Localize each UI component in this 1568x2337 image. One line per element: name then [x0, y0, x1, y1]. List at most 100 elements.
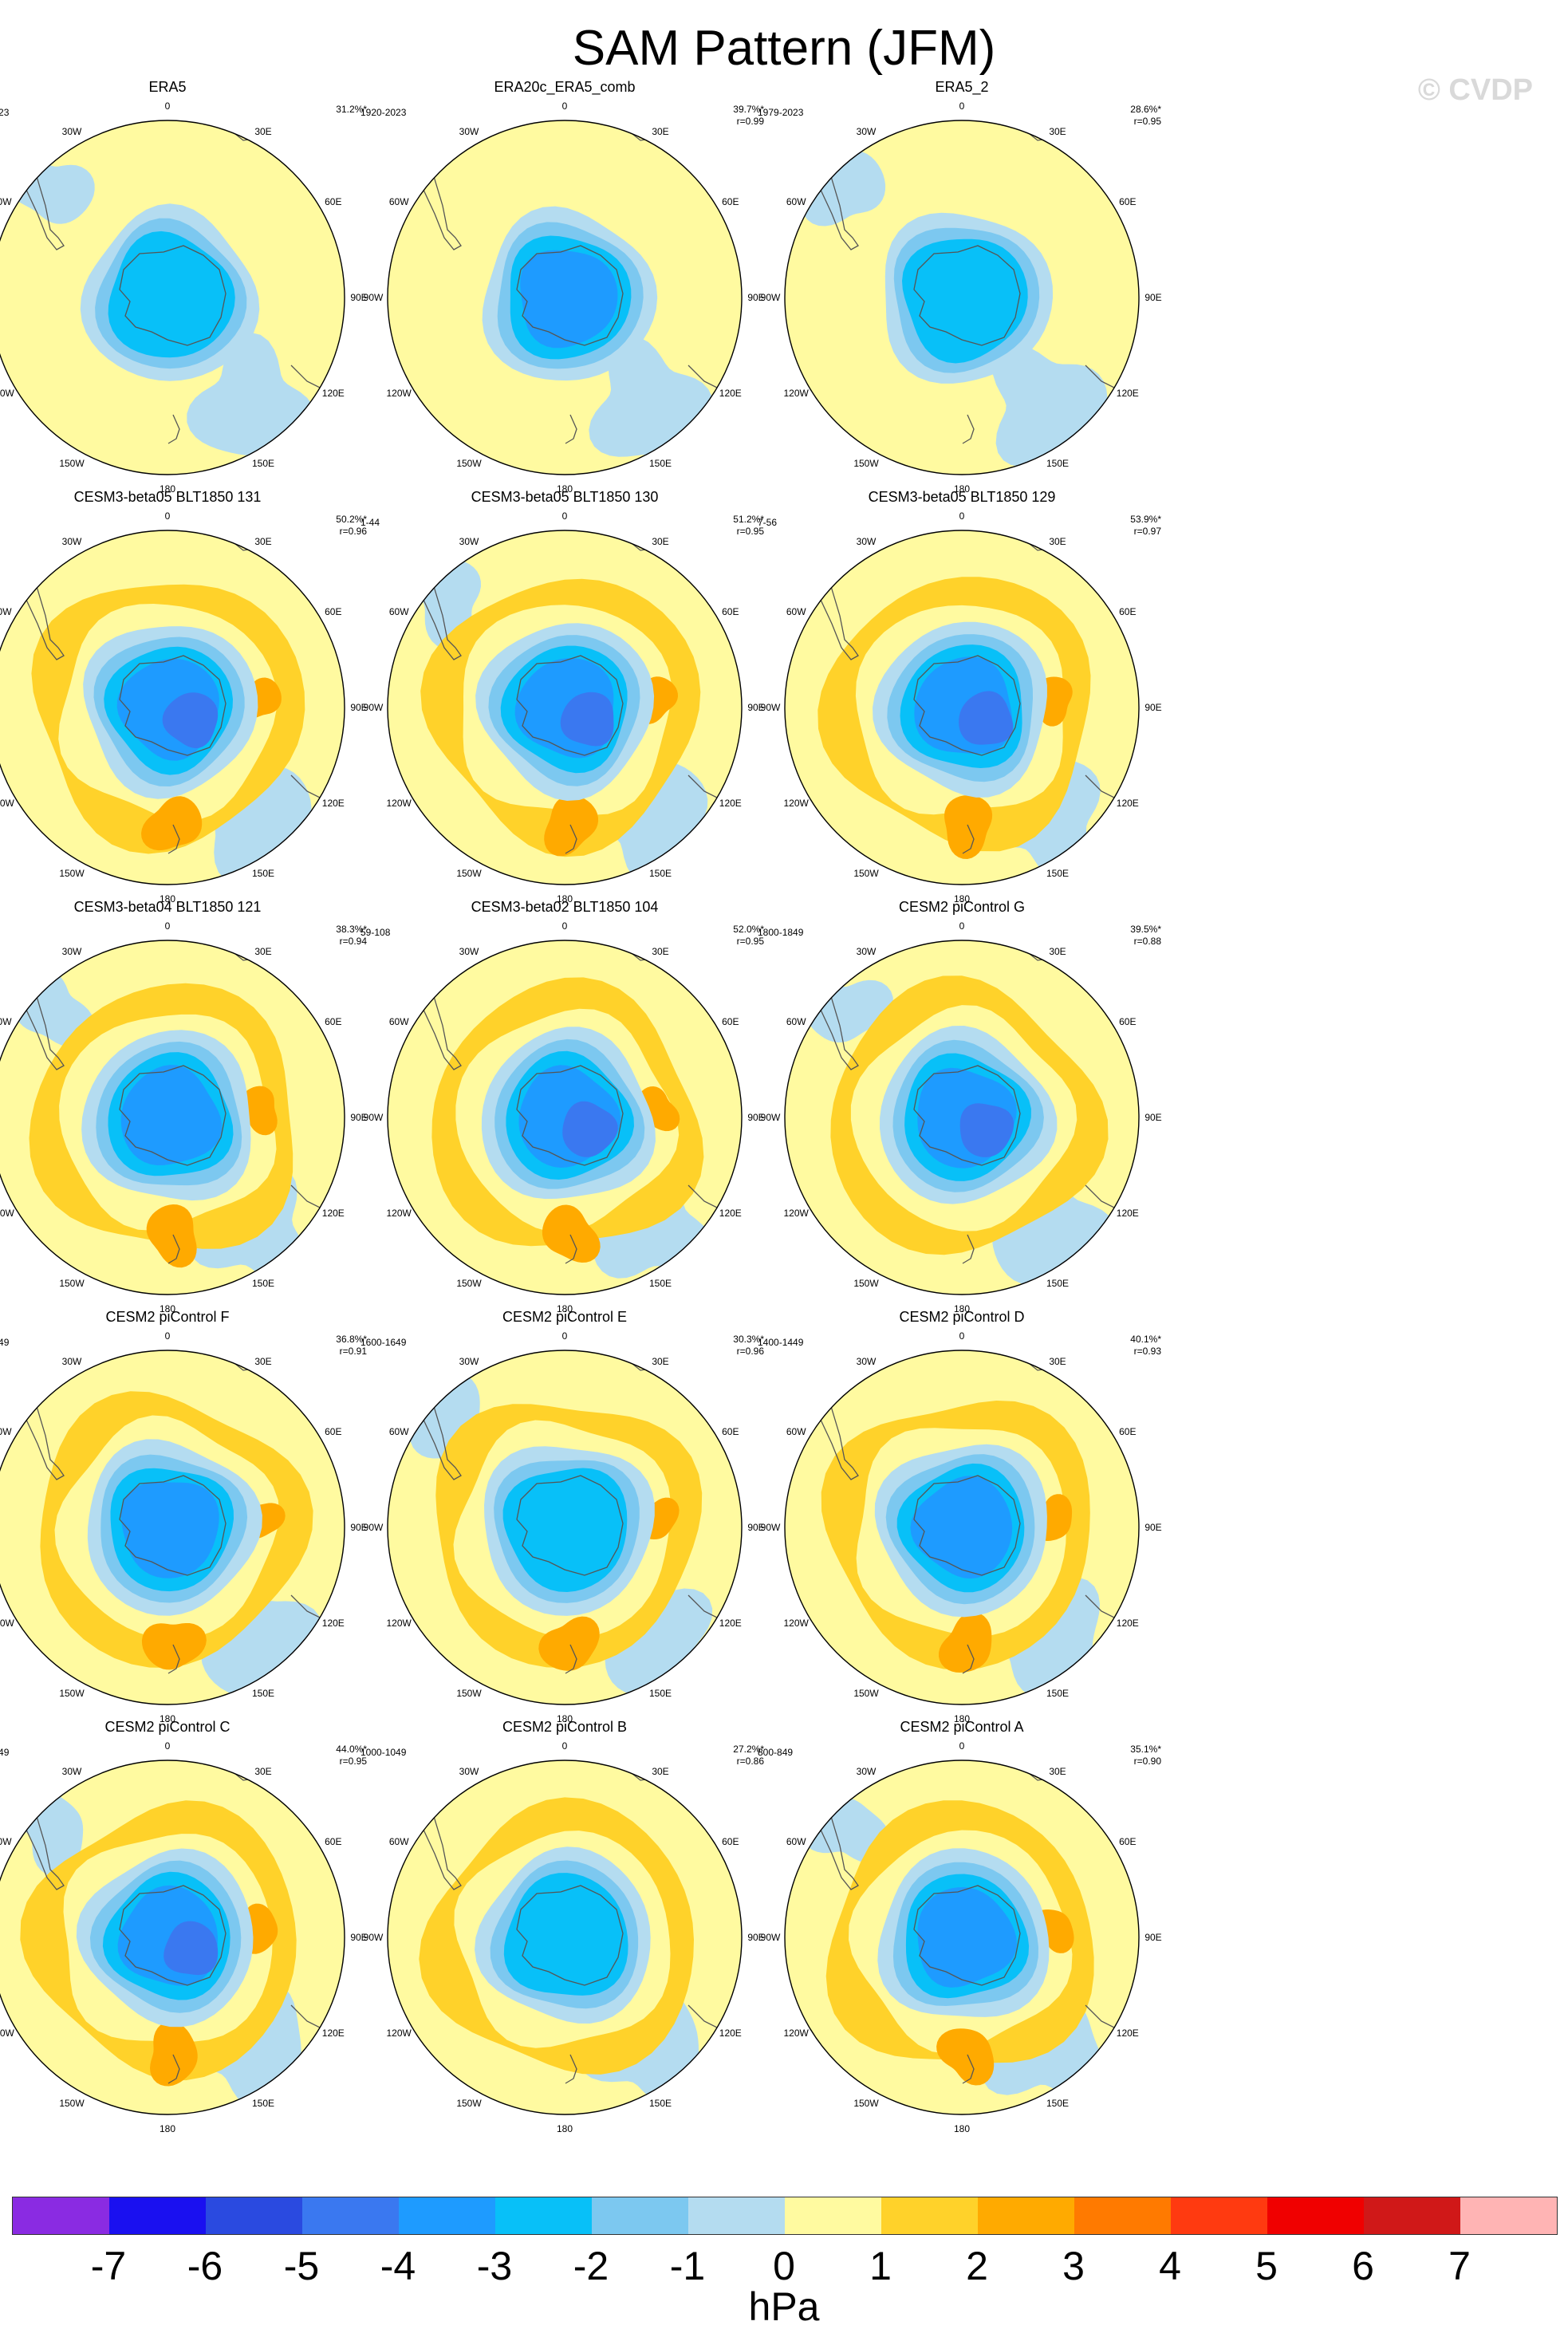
longitude-label: 90E	[1144, 1112, 1162, 1123]
longitude-label: 180	[159, 893, 176, 904]
longitude-label: 90E	[747, 292, 765, 303]
longitude-label: 90W	[363, 292, 384, 303]
panel-variance-pct: 53.9%*	[1130, 514, 1161, 525]
panel-stats: 27.2%* r=0.86	[733, 1744, 764, 1768]
longitude-label: 30W	[459, 1356, 479, 1368]
longitude-label: 150W	[853, 2097, 879, 2109]
panel-correlation: r=0.96	[736, 1346, 764, 1357]
colorbar	[12, 2197, 1558, 2235]
longitude-label: 180	[953, 1303, 971, 1314]
longitude-label: 60E	[1119, 1426, 1137, 1437]
longitude-label: 150E	[648, 457, 672, 469]
panel-stats: 39.7%* r=0.99	[733, 104, 764, 128]
panel-variance-pct: 30.3%*	[733, 1334, 764, 1345]
panel-variance-pct: 36.8%*	[336, 1334, 367, 1345]
longitude-label: 90E	[350, 292, 368, 303]
longitude-label: 150E	[1046, 1687, 1070, 1699]
longitude-label: 30E	[254, 1766, 272, 1778]
colorbar-tick-label: 5	[1255, 2244, 1278, 2288]
longitude-label: 150E	[648, 2097, 672, 2109]
panel-title: CESM3-beta04 BLT1850 121	[73, 899, 262, 915]
longitude-label: 0	[561, 1740, 568, 1752]
longitude-label: 90W	[760, 702, 781, 713]
polar-map-svg	[784, 1350, 1140, 1705]
longitude-label: 90E	[1144, 1932, 1162, 1943]
panel-years: 1200-1249	[0, 1747, 10, 1758]
longitude-label: 120W	[386, 1618, 412, 1629]
longitude-label: 60W	[0, 1016, 12, 1027]
longitude-label: 120W	[386, 388, 412, 399]
longitude-label: 150W	[59, 2097, 85, 2109]
panel-stats: 51.2%* r=0.95	[733, 514, 764, 538]
map-panel: CESM3-beta05 BLT1850 129 7-56 53.9%* r=0.97…	[739, 488, 1185, 904]
polar-map	[385, 1758, 744, 2117]
longitude-label: 0	[561, 510, 568, 522]
colorbar-tick-label: -3	[476, 2244, 513, 2288]
colorbar-swatch	[881, 2197, 978, 2234]
longitude-label: 120W	[783, 388, 809, 399]
longitude-label: 90W	[363, 702, 384, 713]
colorbar-swatch	[302, 2197, 399, 2234]
polar-map	[0, 1348, 347, 1707]
map-panel: CESM3-beta04 BLT1850 121151-20038.3%*r=0…	[0, 898, 391, 1314]
longitude-label: 0	[164, 1330, 171, 1342]
colorbar-swatch	[399, 2197, 495, 2234]
longitude-label: 180	[159, 483, 176, 495]
map-panel: CESM2 piControl B 1000-1049 27.2%* r=0.86 0 3…	[341, 1718, 788, 2134]
longitude-label: 120E	[321, 1618, 345, 1629]
panel-title: CESM3-beta05 BLT1850 129	[868, 489, 1056, 505]
panel-correlation: r=0.93	[1133, 1346, 1161, 1357]
longitude-label: 90E	[1144, 702, 1162, 713]
longitude-label: 120E	[719, 388, 742, 399]
colorbar-tick-label: 2	[966, 2244, 988, 2288]
panel-variance-pct: 40.1%*	[1130, 1334, 1161, 1345]
panel-correlation: r=0.95	[736, 526, 764, 537]
panel-variance-pct: 52.0%*	[733, 924, 764, 935]
longitude-label: 120W	[783, 1618, 809, 1629]
colorbar-tick-label: 6	[1352, 2244, 1374, 2288]
longitude-label: 30W	[459, 1766, 479, 1778]
panel-correlation: r=0.90	[1133, 1756, 1161, 1767]
longitude-label: 90W	[760, 1522, 781, 1533]
longitude-label: 120E	[1116, 1618, 1139, 1629]
longitude-label: 30W	[459, 126, 479, 138]
longitude-label: 150E	[251, 2097, 275, 2109]
longitude-label: 30E	[652, 536, 669, 548]
longitude-label: 90W	[363, 1932, 384, 1943]
panel-stats: 40.1%* r=0.93	[1130, 1334, 1161, 1358]
longitude-label: 30W	[856, 1766, 877, 1778]
longitude-label: 120W	[0, 798, 14, 809]
panel-stats: 50.2%* r=0.96	[336, 514, 367, 538]
longitude-label: 0	[959, 510, 965, 522]
longitude-label: 30E	[652, 946, 669, 958]
panel-title: CESM2 piControl A	[900, 1719, 1024, 1735]
longitude-label: 150E	[648, 867, 672, 879]
longitude-label: 60E	[325, 196, 342, 207]
longitude-label: 120E	[1116, 2028, 1139, 2039]
panel-title: CESM3-beta05 BLT1850 131	[73, 489, 262, 505]
panel-variance-pct: 28.6%*	[1130, 104, 1161, 115]
map-panel: ERA5_2 1979-2023 28.6%* r=0.95 0 30E 60E 90E 120…	[739, 78, 1185, 495]
panel-years: 1600-1649	[360, 1337, 407, 1348]
polar-map-svg	[784, 530, 1140, 885]
panel-title: CESM2 piControl D	[899, 1309, 1025, 1325]
longitude-label: 150W	[59, 867, 85, 879]
longitude-label: 30W	[856, 946, 877, 958]
polar-map	[0, 938, 347, 1297]
longitude-label: 90E	[1144, 292, 1162, 303]
longitude-label: 120W	[0, 1618, 14, 1629]
longitude-label: 180	[953, 483, 971, 495]
figure-title: SAM Pattern (JFM)	[572, 21, 996, 76]
longitude-label: 120E	[1116, 388, 1139, 399]
polar-map	[0, 1758, 347, 2117]
panel-title: CESM2 piControl G	[898, 899, 1026, 915]
panel-variance-pct: 31.2%*	[336, 104, 367, 115]
polar-map	[782, 528, 1141, 887]
panel-stats: 52.0%* r=0.95	[733, 924, 764, 948]
longitude-label: 0	[959, 1330, 965, 1342]
longitude-label: 150W	[456, 2097, 482, 2109]
panel-stats: 28.6%* r=0.95	[1130, 104, 1161, 128]
longitude-label: 30E	[652, 1766, 669, 1778]
longitude-label: 180	[556, 483, 573, 495]
longitude-label: 30W	[459, 536, 479, 548]
